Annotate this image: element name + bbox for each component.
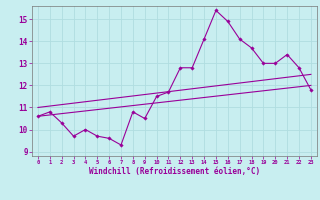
X-axis label: Windchill (Refroidissement éolien,°C): Windchill (Refroidissement éolien,°C)	[89, 167, 260, 176]
